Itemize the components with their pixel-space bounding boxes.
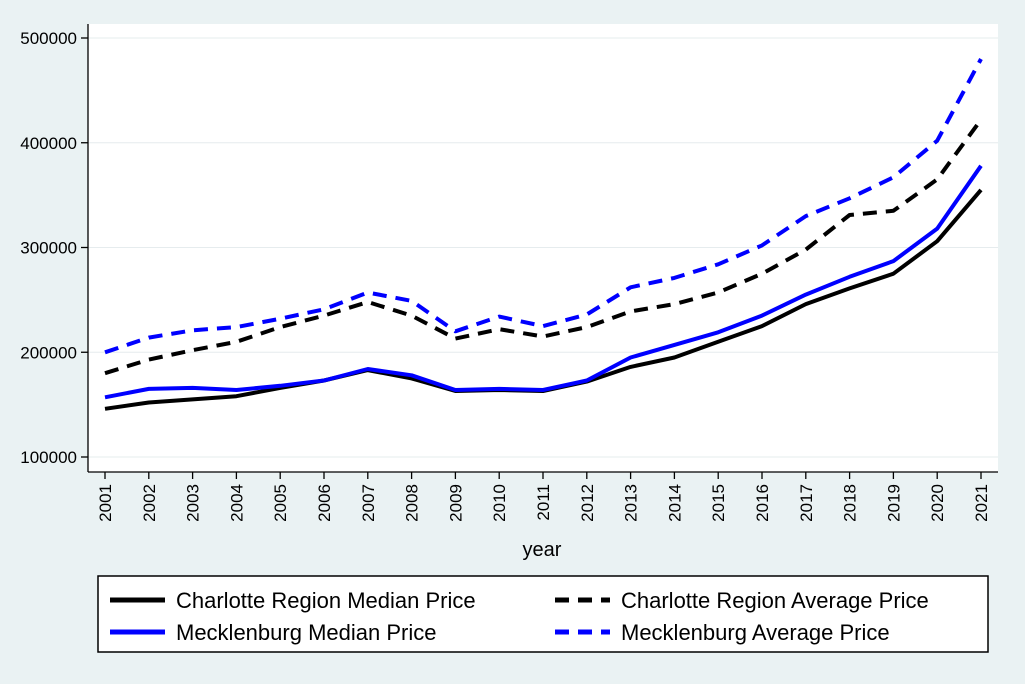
legend-label: Mecklenburg Average Price xyxy=(621,620,890,645)
x-tick-label: 2016 xyxy=(753,484,772,522)
x-tick-label: 2012 xyxy=(578,484,597,522)
x-tick-label: 2009 xyxy=(446,484,465,522)
y-tick-label: 200000 xyxy=(20,343,77,362)
series-line-3 xyxy=(104,58,983,355)
series-lines xyxy=(104,58,983,411)
x-axis-title: year xyxy=(523,539,562,561)
x-tick-label: 2015 xyxy=(709,484,728,522)
x-tick-label: 2005 xyxy=(271,484,290,522)
y-tick-label: 500000 xyxy=(20,29,77,48)
x-tick-label: 2014 xyxy=(665,484,684,522)
legend-label: Mecklenburg Median Price xyxy=(176,620,436,645)
axes: 100000 200000 300000 400000 500000 2001 2002 20… xyxy=(20,24,998,522)
x-tick-label: 2008 xyxy=(403,484,422,522)
x-tick-label: 2006 xyxy=(315,484,334,522)
x-tick-label: 2011 xyxy=(534,484,553,521)
legend-box xyxy=(97,575,989,653)
y-tick-label: 100000 xyxy=(20,448,77,467)
legend: Charlotte Region Median Price Charlotte R… xyxy=(110,588,929,645)
y-tick-label: 400000 xyxy=(20,134,77,153)
legend-label: Charlotte Region Average Price xyxy=(621,588,929,613)
x-tick-label: 2020 xyxy=(928,484,947,522)
x-tick-label: 2021 xyxy=(972,484,991,522)
x-tick-label: 2013 xyxy=(622,484,641,522)
x-tick-label: 2002 xyxy=(140,484,159,522)
x-tick-label: 2003 xyxy=(184,484,203,522)
x-tick-label: 2004 xyxy=(227,484,246,522)
y-tick-label: 300000 xyxy=(20,239,77,258)
x-tick-label: 2018 xyxy=(841,484,860,522)
x-tick-label: 2001 xyxy=(96,484,115,522)
gridlines xyxy=(88,37,998,458)
series-line-2 xyxy=(104,164,983,400)
x-tick-label: 2019 xyxy=(884,484,903,522)
x-tick-label: 2017 xyxy=(797,484,816,522)
x-tick-label: 2010 xyxy=(490,484,509,522)
x-tick-label: 2007 xyxy=(359,484,378,522)
legend-label: Charlotte Region Median Price xyxy=(176,588,476,613)
series-line-1 xyxy=(104,118,983,376)
